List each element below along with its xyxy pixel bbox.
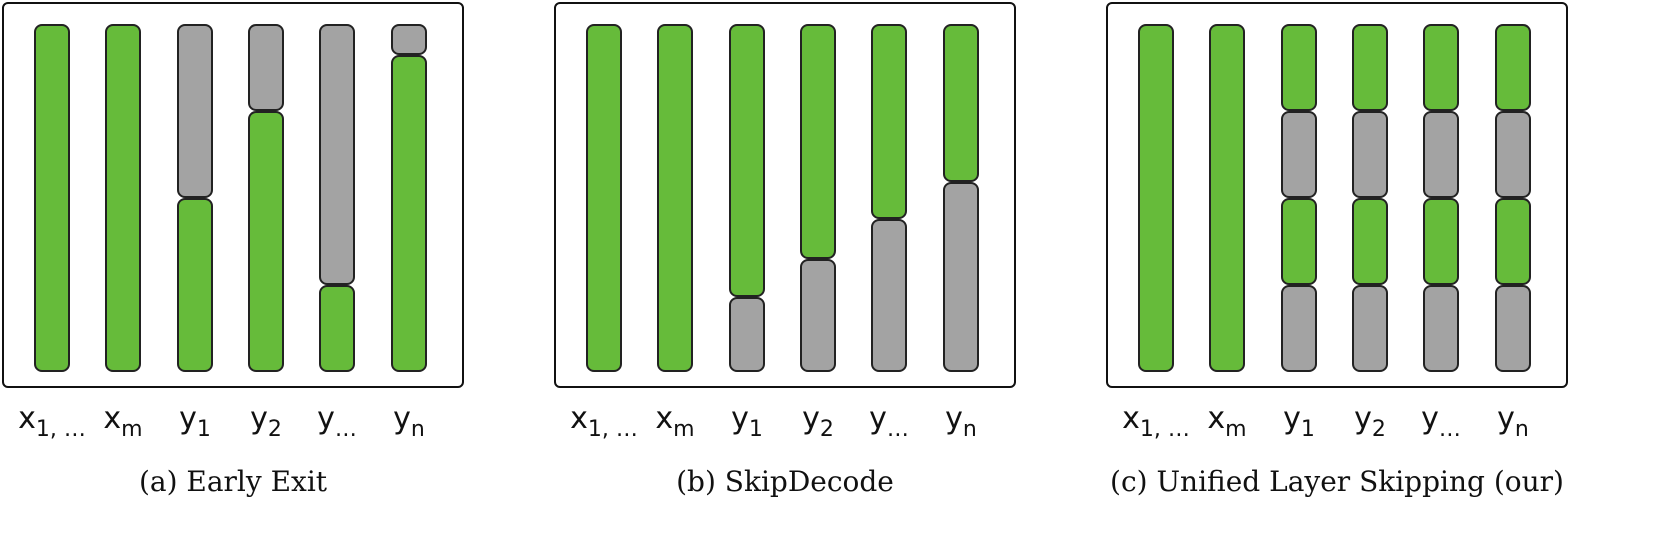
skipped-layer-segment xyxy=(177,24,213,198)
token-label: y2 xyxy=(1354,401,1386,441)
token-label-subscript: … xyxy=(1438,417,1461,442)
token-label: xm xyxy=(1207,401,1246,441)
skipped-layer-segment xyxy=(391,24,427,55)
active-layer-segment xyxy=(1138,24,1174,372)
panel-frame-unified-layer-skipping xyxy=(1106,2,1568,388)
token-label-subscript: 2 xyxy=(267,417,282,442)
active-layer-segment xyxy=(105,24,141,372)
skipped-layer-segment xyxy=(1352,285,1388,372)
token-label-base: x xyxy=(1122,401,1140,436)
skipped-layer-segment xyxy=(319,24,355,285)
token-label-subscript: m xyxy=(121,417,143,442)
token-label-base: x xyxy=(18,401,36,436)
active-layer-segment xyxy=(1495,198,1531,285)
panel-caption-skipdecode: (b) SkipDecode xyxy=(676,465,894,498)
skipped-layer-segment xyxy=(1495,285,1531,372)
skipped-layer-segment xyxy=(729,297,765,372)
token-label-base: y xyxy=(1497,401,1515,436)
active-layer-segment xyxy=(319,285,355,372)
token-label-subscript: … xyxy=(334,417,357,442)
token-label-subscript: 2 xyxy=(1371,417,1386,442)
token-label-base: y xyxy=(1421,401,1439,436)
token-label: y… xyxy=(1421,401,1461,441)
token-label-subscript: m xyxy=(1225,417,1247,442)
token-label-base: x xyxy=(655,401,674,436)
active-layer-segment xyxy=(1495,24,1531,111)
skipped-layer-segment xyxy=(1352,111,1388,198)
token-label-subscript: 1 xyxy=(1300,417,1315,442)
token-label: x1, … xyxy=(18,401,86,441)
skipped-layer-segment xyxy=(1423,111,1459,198)
token-label-subscript: 1 xyxy=(196,417,211,442)
token-label-base: y xyxy=(945,401,963,436)
token-label-base: x xyxy=(570,401,588,436)
active-layer-segment xyxy=(586,24,622,372)
skipped-layer-segment xyxy=(800,259,836,372)
active-layer-segment xyxy=(729,24,765,297)
skipped-layer-segment xyxy=(943,182,979,372)
token-label: y1 xyxy=(1283,401,1315,441)
token-label-subscript: … xyxy=(886,417,909,442)
token-label-subscript: 2 xyxy=(819,417,834,442)
active-layer-segment xyxy=(1209,24,1245,372)
token-label-base: y xyxy=(393,401,411,436)
token-label-subscript: 1, … xyxy=(587,417,638,442)
token-label: y1 xyxy=(179,401,211,441)
skipped-layer-segment xyxy=(1423,285,1459,372)
active-layer-segment xyxy=(1281,24,1317,111)
token-label: x1, … xyxy=(570,401,638,441)
token-label: x1, … xyxy=(1122,401,1190,441)
active-layer-segment xyxy=(1281,198,1317,285)
skipped-layer-segment xyxy=(871,219,907,372)
token-label-subscript: 1 xyxy=(748,417,763,442)
active-layer-segment xyxy=(391,55,427,372)
token-label: y… xyxy=(869,401,909,441)
active-layer-segment xyxy=(943,24,979,182)
token-label-subscript: n xyxy=(962,417,977,442)
token-label: y1 xyxy=(731,401,763,441)
active-layer-segment xyxy=(1352,198,1388,285)
skipped-layer-segment xyxy=(1281,111,1317,198)
token-label-base: y xyxy=(317,401,335,436)
panel-frame-early-exit xyxy=(2,2,464,388)
token-label: y… xyxy=(317,401,357,441)
token-label-base: y xyxy=(1283,401,1301,436)
token-label: y2 xyxy=(250,401,282,441)
active-layer-segment xyxy=(871,24,907,219)
token-label: y2 xyxy=(802,401,834,441)
skipped-layer-segment xyxy=(1495,111,1531,198)
panel-frame-skipdecode xyxy=(554,2,1016,388)
token-label-base: x xyxy=(103,401,122,436)
skipped-layer-segment xyxy=(1281,285,1317,372)
skipped-layer-segment xyxy=(248,24,284,111)
token-label: xm xyxy=(655,401,694,441)
active-layer-segment xyxy=(1423,24,1459,111)
panel-caption-early-exit: (a) Early Exit xyxy=(138,465,328,498)
token-label: yn xyxy=(945,401,977,441)
active-layer-segment xyxy=(1352,24,1388,111)
active-layer-segment xyxy=(177,198,213,372)
token-label-base: x xyxy=(1207,401,1226,436)
token-label-subscript: m xyxy=(673,417,695,442)
token-label-base: y xyxy=(179,401,197,436)
active-layer-segment xyxy=(1423,198,1459,285)
token-label: xm xyxy=(103,401,142,441)
token-label-subscript: 1, … xyxy=(1139,417,1190,442)
token-label-base: y xyxy=(250,401,268,436)
token-label-subscript: n xyxy=(410,417,425,442)
token-label-base: y xyxy=(1354,401,1372,436)
token-label-base: y xyxy=(731,401,749,436)
active-layer-segment xyxy=(657,24,693,372)
token-label-base: y xyxy=(802,401,820,436)
active-layer-segment xyxy=(248,111,284,372)
token-label: yn xyxy=(393,401,425,441)
token-label-base: y xyxy=(869,401,887,436)
active-layer-segment xyxy=(800,24,836,259)
token-label: yn xyxy=(1497,401,1529,441)
panel-caption-unified-layer-skipping: (c) Unified Layer Skipping (our) xyxy=(1110,465,1564,498)
token-label-subscript: n xyxy=(1514,417,1529,442)
token-label-subscript: 1, … xyxy=(35,417,86,442)
active-layer-segment xyxy=(34,24,70,372)
